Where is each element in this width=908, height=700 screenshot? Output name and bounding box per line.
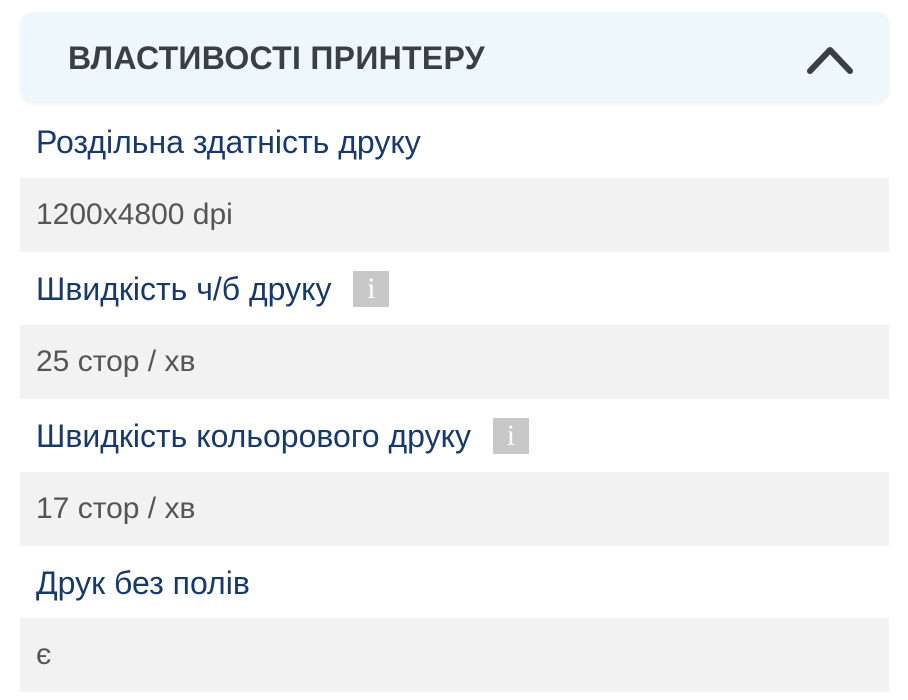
property-value: 25 стор / хв [20, 325, 889, 399]
info-icon[interactable]: i [353, 271, 390, 307]
value-text: 17 стор / хв [36, 492, 196, 525]
info-icon[interactable]: i [492, 418, 529, 454]
property-label: Швидкість ч/б друку i [20, 252, 889, 326]
property-label: Швидкість кольорового друку i [20, 399, 889, 473]
value-text: 1200x4800 dpi [36, 198, 233, 231]
property-label: Друк без полів [20, 546, 889, 620]
property-value: є [20, 618, 889, 692]
section-title: ВЛАСТИВОСТІ ПРИНТЕРУ [68, 40, 485, 76]
property-label: Роздільна здатність друку [20, 105, 889, 179]
section-header[interactable]: ВЛАСТИВОСТІ ПРИНТЕРУ [20, 12, 889, 102]
value-text: 25 стор / хв [36, 345, 196, 378]
property-value: 17 стор / хв [20, 472, 889, 546]
property-value: 1200x4800 dpi [20, 178, 889, 252]
label-text: Роздільна здатність друку [36, 123, 421, 160]
label-text: Друк без полів [36, 564, 250, 601]
value-text: є [36, 638, 52, 671]
chevron-up-icon[interactable] [805, 42, 855, 76]
label-text: Швидкість ч/б друку [36, 270, 332, 307]
label-text: Швидкість кольорового друку [36, 417, 471, 454]
